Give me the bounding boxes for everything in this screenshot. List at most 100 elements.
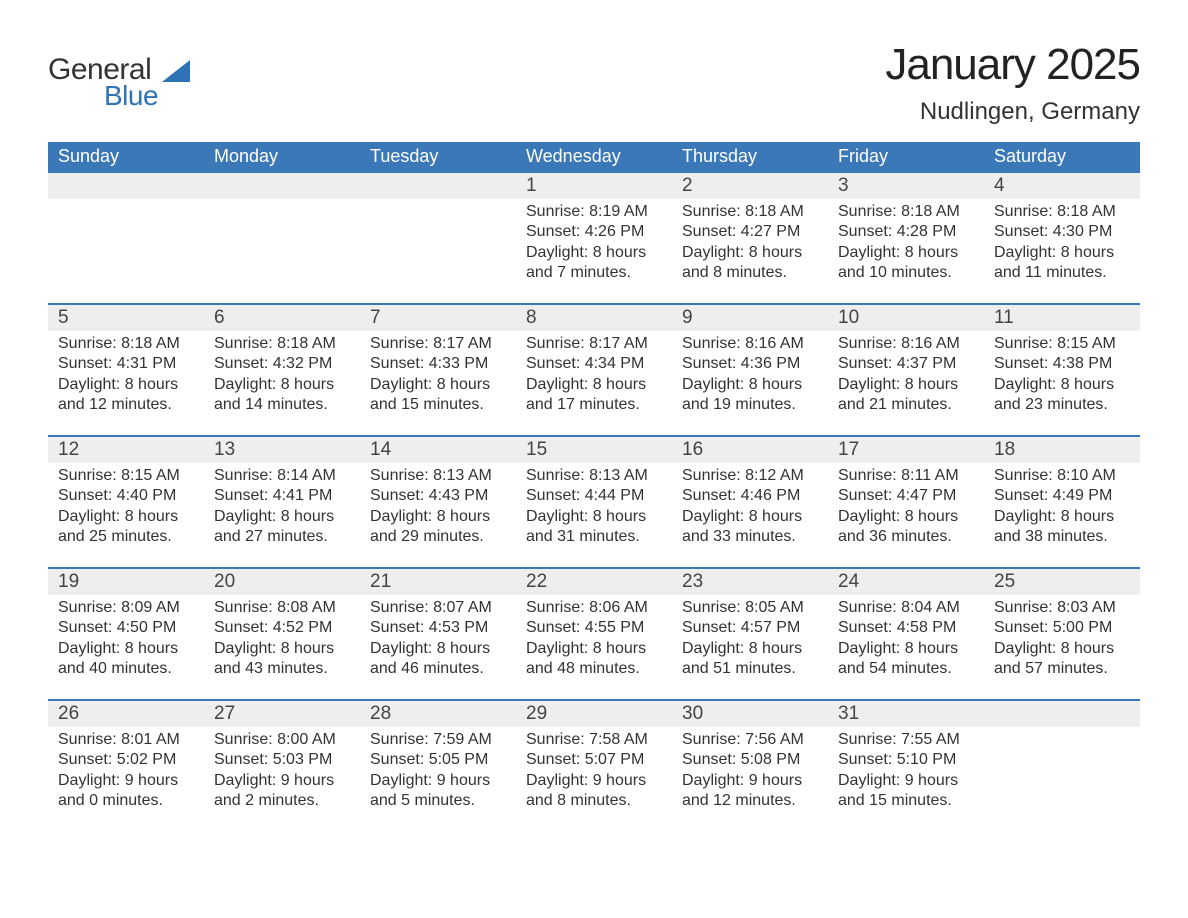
daylight-line: Daylight: 8 hours and 54 minutes. [838, 639, 974, 680]
day-body: Sunrise: 8:17 AMSunset: 4:34 PMDaylight:… [516, 331, 672, 416]
day-cell: 21Sunrise: 8:07 AMSunset: 4:53 PMDayligh… [360, 569, 516, 699]
day-body: Sunrise: 8:16 AMSunset: 4:37 PMDaylight:… [828, 331, 984, 416]
sunrise-line: Sunrise: 8:14 AM [214, 466, 350, 486]
day-cell: 4Sunrise: 8:18 AMSunset: 4:30 PMDaylight… [984, 173, 1140, 303]
day-body: Sunrise: 8:08 AMSunset: 4:52 PMDaylight:… [204, 595, 360, 680]
sunrise-line: Sunrise: 8:03 AM [994, 598, 1130, 618]
day-number: 13 [204, 437, 360, 463]
day-number: 12 [48, 437, 204, 463]
day-body: Sunrise: 8:03 AMSunset: 5:00 PMDaylight:… [984, 595, 1140, 680]
title-block: January 2025 Nudlingen, Germany [885, 40, 1140, 126]
day-body: Sunrise: 8:14 AMSunset: 4:41 PMDaylight:… [204, 463, 360, 548]
daylight-line: Daylight: 8 hours and 19 minutes. [682, 375, 818, 416]
daylight-line: Daylight: 8 hours and 25 minutes. [58, 507, 194, 548]
daylight-line: Daylight: 8 hours and 7 minutes. [526, 243, 662, 284]
daylight-line: Daylight: 8 hours and 14 minutes. [214, 375, 350, 416]
day-cell: 6Sunrise: 8:18 AMSunset: 4:32 PMDaylight… [204, 305, 360, 435]
day-cell: 18Sunrise: 8:10 AMSunset: 4:49 PMDayligh… [984, 437, 1140, 567]
sunset-line: Sunset: 4:31 PM [58, 354, 194, 374]
daylight-line: Daylight: 8 hours and 12 minutes. [58, 375, 194, 416]
daylight-line: Daylight: 8 hours and 40 minutes. [58, 639, 194, 680]
sunset-line: Sunset: 4:30 PM [994, 222, 1130, 242]
day-number: 29 [516, 701, 672, 727]
day-cell: 25Sunrise: 8:03 AMSunset: 5:00 PMDayligh… [984, 569, 1140, 699]
sunset-line: Sunset: 4:32 PM [214, 354, 350, 374]
day-cell: . [48, 173, 204, 303]
day-cell: 13Sunrise: 8:14 AMSunset: 4:41 PMDayligh… [204, 437, 360, 567]
day-number: . [48, 173, 204, 199]
sunset-line: Sunset: 4:38 PM [994, 354, 1130, 374]
day-cell: 3Sunrise: 8:18 AMSunset: 4:28 PMDaylight… [828, 173, 984, 303]
sunset-line: Sunset: 4:47 PM [838, 486, 974, 506]
day-number: 19 [48, 569, 204, 595]
sunrise-line: Sunrise: 8:01 AM [58, 730, 194, 750]
day-cell: 17Sunrise: 8:11 AMSunset: 4:47 PMDayligh… [828, 437, 984, 567]
dow-cell: Tuesday [360, 142, 516, 173]
day-body: Sunrise: 8:13 AMSunset: 4:43 PMDaylight:… [360, 463, 516, 548]
day-number: . [360, 173, 516, 199]
sunset-line: Sunset: 5:08 PM [682, 750, 818, 770]
dow-cell: Wednesday [516, 142, 672, 173]
sunset-line: Sunset: 4:55 PM [526, 618, 662, 638]
sunset-line: Sunset: 4:50 PM [58, 618, 194, 638]
day-cell: 15Sunrise: 8:13 AMSunset: 4:44 PMDayligh… [516, 437, 672, 567]
day-number: 31 [828, 701, 984, 727]
day-number: 14 [360, 437, 516, 463]
sunrise-line: Sunrise: 8:19 AM [526, 202, 662, 222]
sunrise-line: Sunrise: 8:05 AM [682, 598, 818, 618]
day-number: . [204, 173, 360, 199]
daylight-line: Daylight: 8 hours and 33 minutes. [682, 507, 818, 548]
sunset-line: Sunset: 4:40 PM [58, 486, 194, 506]
dow-cell: Saturday [984, 142, 1140, 173]
week-row: 12Sunrise: 8:15 AMSunset: 4:40 PMDayligh… [48, 435, 1140, 567]
day-body: Sunrise: 8:15 AMSunset: 4:40 PMDaylight:… [48, 463, 204, 548]
daylight-line: Daylight: 8 hours and 36 minutes. [838, 507, 974, 548]
daylight-line: Daylight: 8 hours and 15 minutes. [370, 375, 506, 416]
daylight-line: Daylight: 9 hours and 15 minutes. [838, 771, 974, 812]
sunrise-line: Sunrise: 8:13 AM [370, 466, 506, 486]
day-cell: 8Sunrise: 8:17 AMSunset: 4:34 PMDaylight… [516, 305, 672, 435]
day-body: Sunrise: 8:18 AMSunset: 4:27 PMDaylight:… [672, 199, 828, 284]
daylight-line: Daylight: 8 hours and 21 minutes. [838, 375, 974, 416]
day-cell: . [204, 173, 360, 303]
day-number: . [984, 701, 1140, 727]
sunrise-line: Sunrise: 8:04 AM [838, 598, 974, 618]
day-body: Sunrise: 8:07 AMSunset: 4:53 PMDaylight:… [360, 595, 516, 680]
sunrise-line: Sunrise: 8:18 AM [838, 202, 974, 222]
day-cell: 26Sunrise: 8:01 AMSunset: 5:02 PMDayligh… [48, 701, 204, 831]
daylight-line: Daylight: 8 hours and 46 minutes. [370, 639, 506, 680]
day-body: Sunrise: 8:00 AMSunset: 5:03 PMDaylight:… [204, 727, 360, 812]
day-number: 20 [204, 569, 360, 595]
sunset-line: Sunset: 4:57 PM [682, 618, 818, 638]
day-number: 27 [204, 701, 360, 727]
day-cell: 14Sunrise: 8:13 AMSunset: 4:43 PMDayligh… [360, 437, 516, 567]
day-cell: 28Sunrise: 7:59 AMSunset: 5:05 PMDayligh… [360, 701, 516, 831]
sunrise-line: Sunrise: 7:55 AM [838, 730, 974, 750]
day-body: Sunrise: 8:04 AMSunset: 4:58 PMDaylight:… [828, 595, 984, 680]
sunrise-line: Sunrise: 8:17 AM [370, 334, 506, 354]
day-body: Sunrise: 8:01 AMSunset: 5:02 PMDaylight:… [48, 727, 204, 812]
daylight-line: Daylight: 8 hours and 31 minutes. [526, 507, 662, 548]
day-cell: 7Sunrise: 8:17 AMSunset: 4:33 PMDaylight… [360, 305, 516, 435]
day-number: 3 [828, 173, 984, 199]
day-cell: 9Sunrise: 8:16 AMSunset: 4:36 PMDaylight… [672, 305, 828, 435]
day-of-week-header: SundayMondayTuesdayWednesdayThursdayFrid… [48, 142, 1140, 173]
day-cell: 10Sunrise: 8:16 AMSunset: 4:37 PMDayligh… [828, 305, 984, 435]
day-number: 2 [672, 173, 828, 199]
day-number: 9 [672, 305, 828, 331]
sunset-line: Sunset: 4:49 PM [994, 486, 1130, 506]
day-cell: 23Sunrise: 8:05 AMSunset: 4:57 PMDayligh… [672, 569, 828, 699]
week-row: 19Sunrise: 8:09 AMSunset: 4:50 PMDayligh… [48, 567, 1140, 699]
day-body: Sunrise: 8:05 AMSunset: 4:57 PMDaylight:… [672, 595, 828, 680]
day-cell: 27Sunrise: 8:00 AMSunset: 5:03 PMDayligh… [204, 701, 360, 831]
sunrise-line: Sunrise: 8:06 AM [526, 598, 662, 618]
day-body: Sunrise: 8:13 AMSunset: 4:44 PMDaylight:… [516, 463, 672, 548]
sunset-line: Sunset: 4:46 PM [682, 486, 818, 506]
sunset-line: Sunset: 4:43 PM [370, 486, 506, 506]
daylight-line: Daylight: 8 hours and 29 minutes. [370, 507, 506, 548]
day-cell: 20Sunrise: 8:08 AMSunset: 4:52 PMDayligh… [204, 569, 360, 699]
day-body: Sunrise: 7:59 AMSunset: 5:05 PMDaylight:… [360, 727, 516, 812]
dow-cell: Sunday [48, 142, 204, 173]
day-number: 10 [828, 305, 984, 331]
sunrise-line: Sunrise: 8:18 AM [682, 202, 818, 222]
